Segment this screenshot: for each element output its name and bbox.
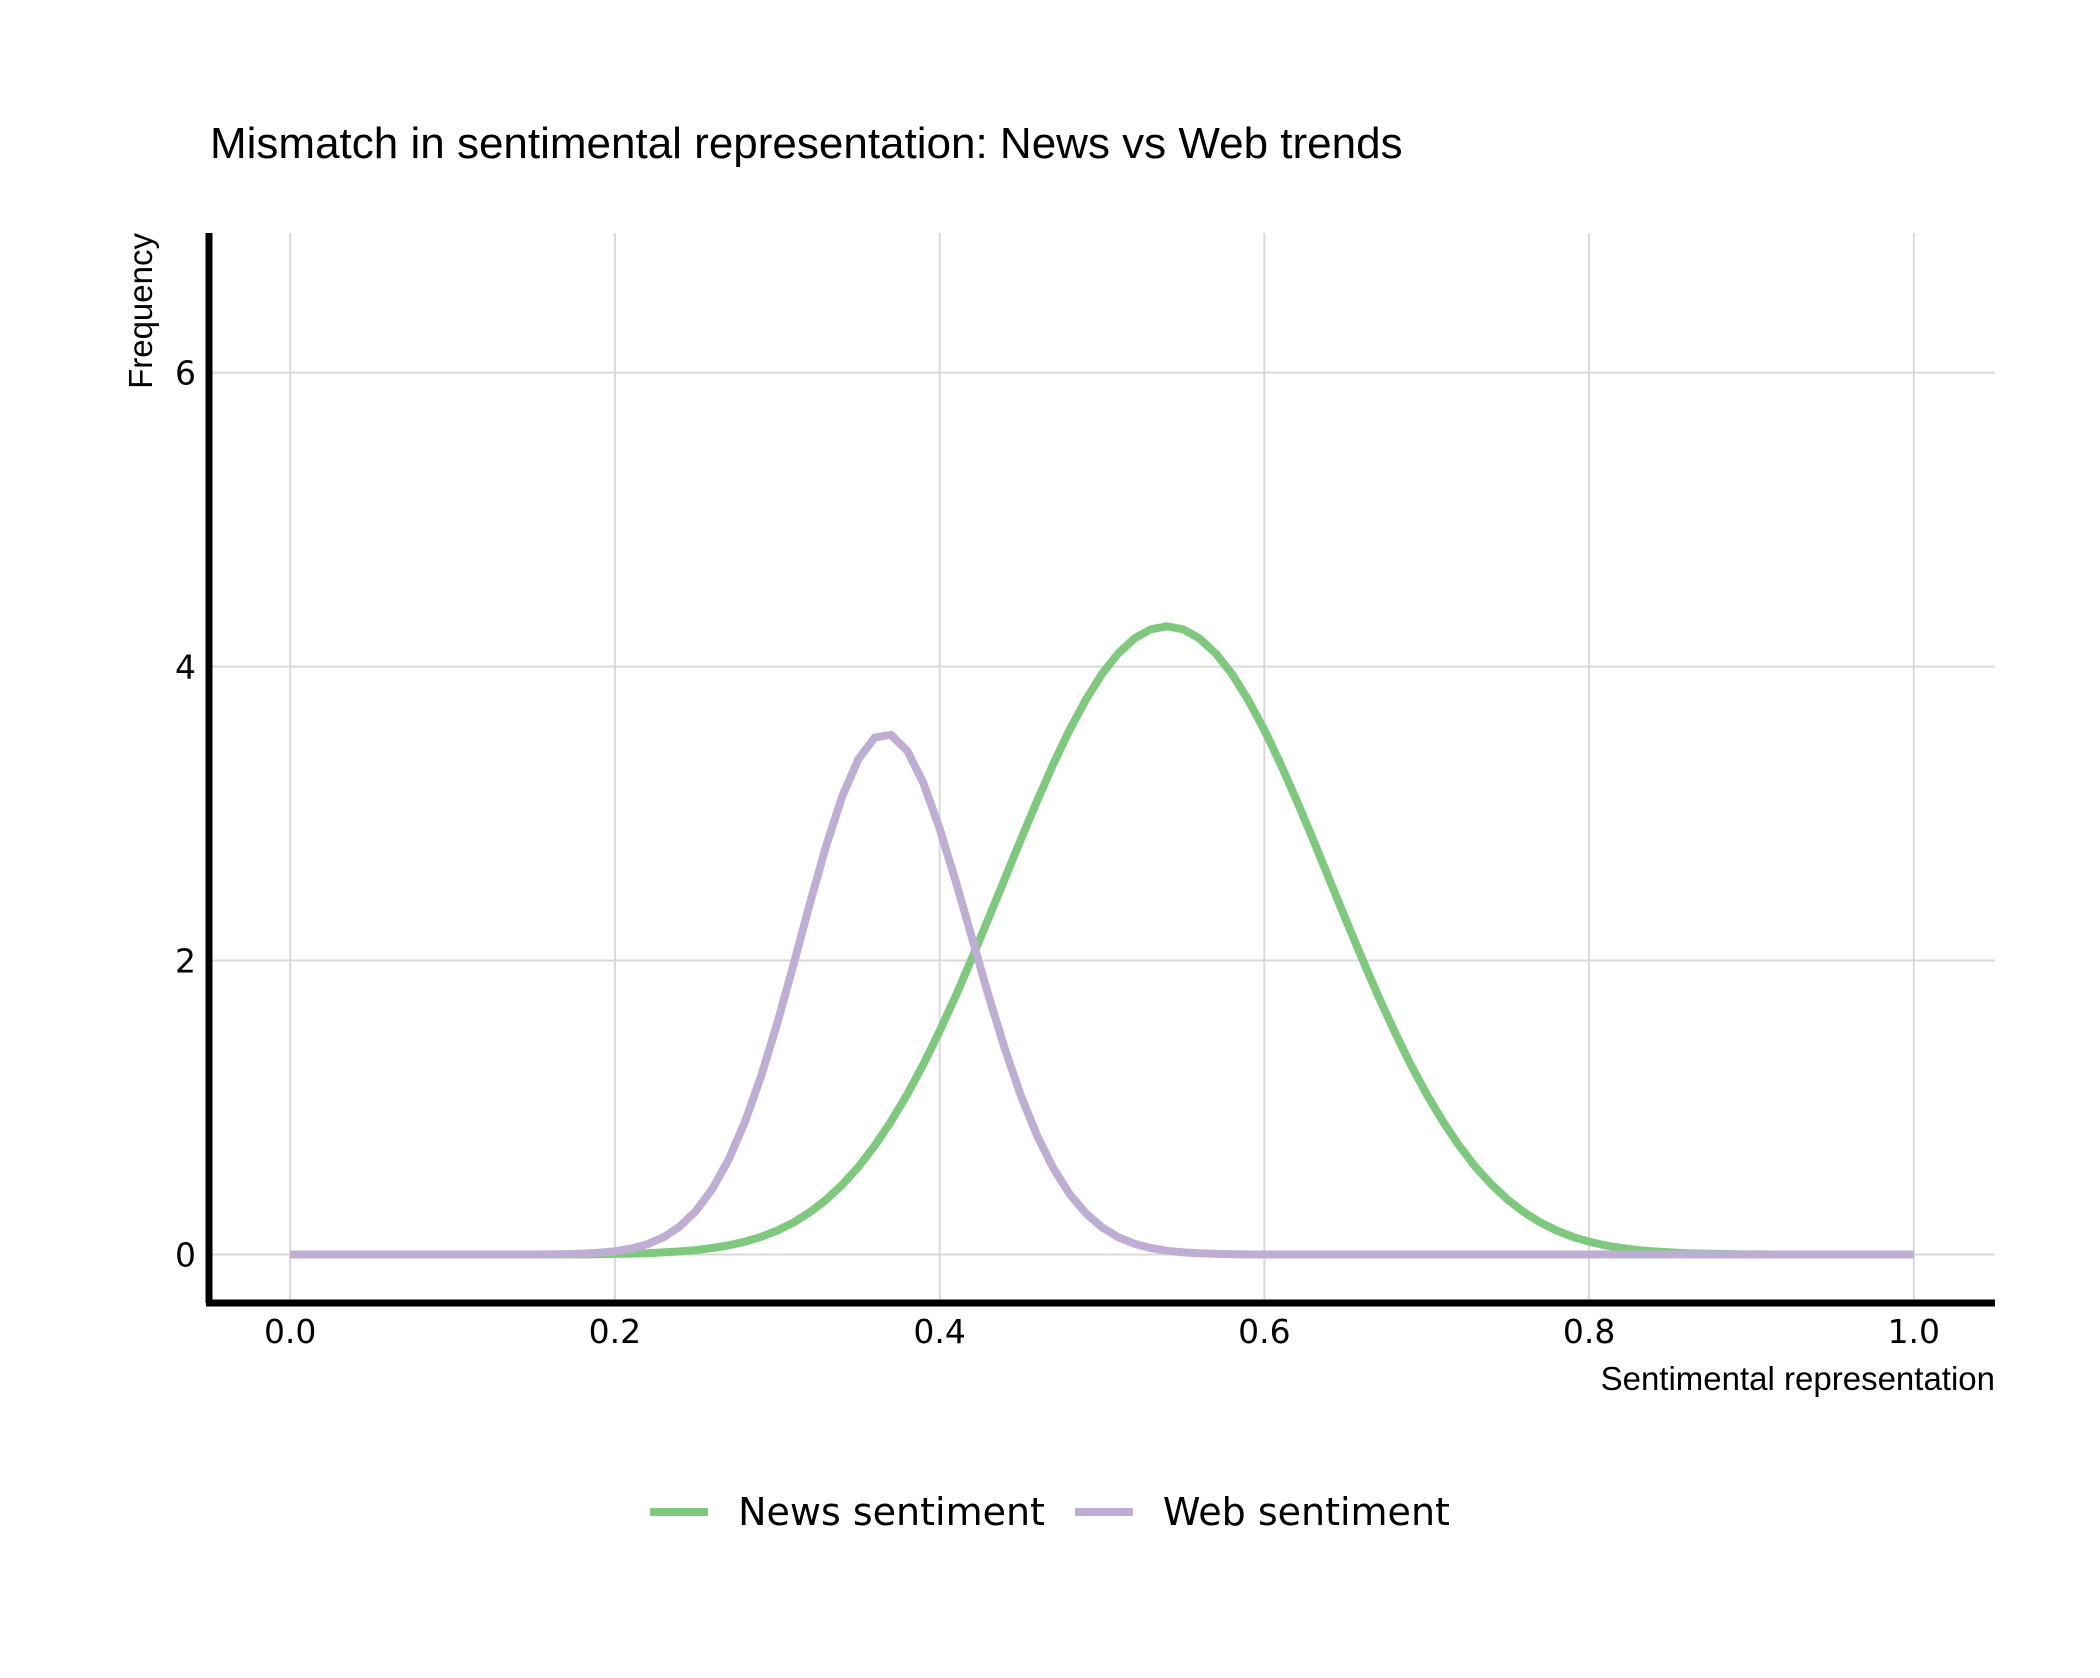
- x-tick-labels: 0.0 0.2 0.4 0.6 0.8 1.0: [264, 1312, 1940, 1351]
- x-tick-label: 0.8: [1563, 1312, 1615, 1351]
- legend-label: News sentiment: [738, 1490, 1045, 1534]
- legend-item-web-sentiment: Web sentiment: [1074, 1490, 1450, 1534]
- legend-label: Web sentiment: [1163, 1490, 1450, 1534]
- y-axis-label: Frequency: [122, 233, 159, 389]
- y-tick-labels: 0 2 4 6: [175, 354, 196, 1275]
- y-tick-label: 6: [175, 354, 196, 393]
- series-line-news-sentiment: [290, 622, 1914, 1259]
- x-tick-label: 0.0: [264, 1312, 316, 1351]
- x-tick-label: 0.2: [589, 1312, 641, 1351]
- y-tick-label: 2: [175, 942, 196, 981]
- series-line-web-sentiment: [290, 730, 1914, 1259]
- x-tick-label: 1.0: [1888, 1312, 1940, 1351]
- grid: [209, 233, 1995, 1303]
- chart-title: Mismatch in sentimental representation: …: [210, 119, 1403, 168]
- x-tick-label: 0.6: [1238, 1312, 1290, 1351]
- y-tick-label: 4: [175, 648, 196, 687]
- series-layer: [290, 622, 1914, 1259]
- legend: News sentiment Web sentiment: [650, 1490, 1450, 1534]
- legend-item-news-sentiment: News sentiment: [650, 1490, 1045, 1534]
- x-tick-label: 0.4: [913, 1312, 965, 1351]
- x-axis-label: Sentimental representation: [1601, 1360, 1995, 1397]
- y-tick-label: 0: [175, 1235, 196, 1274]
